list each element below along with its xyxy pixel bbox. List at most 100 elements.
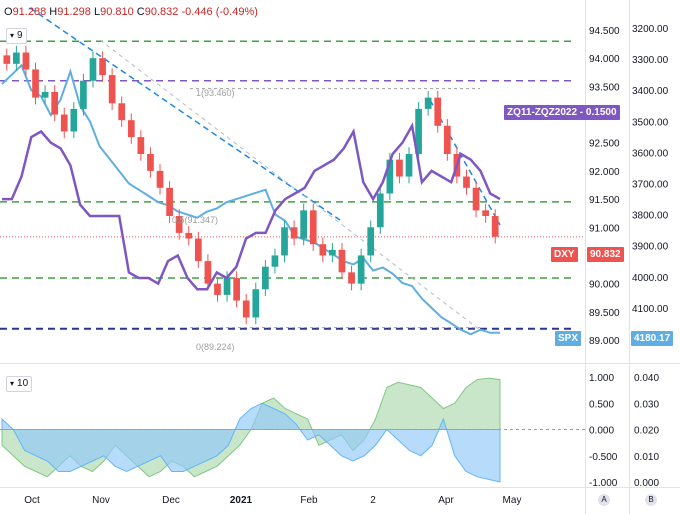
candle-body <box>242 300 250 318</box>
candle-body <box>482 210 489 216</box>
left-axis-tick: 93.500 <box>589 82 620 93</box>
lower-left-axis-tick: 1.000 <box>589 373 614 384</box>
left-axis-tick: 92.000 <box>589 167 620 178</box>
right-axis-tick: 4000.00 <box>632 273 669 284</box>
left-axis-tick: 91.500 <box>589 195 620 206</box>
candle-body <box>386 159 394 194</box>
chevron-down-icon: ▾ <box>10 31 15 40</box>
candle-body <box>147 154 154 171</box>
ohlc-legend: O91.288 H91.298 L90.810 C90.832 -0.446 (… <box>4 6 258 18</box>
right-axis-tick: 3500.00 <box>632 117 669 128</box>
candle-body <box>22 52 30 70</box>
open-label: O <box>4 6 13 18</box>
chevron-down-icon: ▾ <box>10 379 15 388</box>
left-axis-tick: 94.500 <box>589 26 620 37</box>
candle-body <box>41 92 49 98</box>
candle-body <box>223 278 231 295</box>
lower-right-axis[interactable]: 0.040 0.030 0.020 0.010 0.000 <box>634 373 659 489</box>
candle-body <box>108 75 116 104</box>
lower-left-axis[interactable]: 1.000 0.500 0.000 -0.500 -1.000 <box>589 373 618 489</box>
candle-body <box>137 137 145 154</box>
candle-body <box>194 238 202 262</box>
spx-tag-label: SPX <box>558 333 579 344</box>
trendlines[interactable] <box>29 7 501 331</box>
candle-body <box>204 261 212 284</box>
left-axis-tick: 89.500 <box>589 308 620 319</box>
candle-body <box>118 103 126 121</box>
scale-b-button[interactable]: B <box>645 494 657 506</box>
time-axis-label: Feb <box>300 495 318 506</box>
time-axis-label: Dec <box>162 495 180 506</box>
candle-body <box>300 210 308 239</box>
candle-body <box>443 125 451 154</box>
right-axis-tick: 3900.00 <box>632 242 669 253</box>
spread-tag-label: ZQ11-ZQZ2022 <box>507 107 578 118</box>
right-axis-tick: 4100.00 <box>632 304 669 315</box>
fib-label-top: 1(93.460) <box>196 88 235 98</box>
low-value: 90.810 <box>100 6 134 18</box>
close-label: C <box>136 6 145 18</box>
candle-body <box>166 187 173 216</box>
candle-body <box>424 97 432 109</box>
candle-body <box>396 159 403 177</box>
right-axis-tick: 3200.00 <box>632 24 669 35</box>
lower-right-axis-tick: 0.010 <box>634 452 659 463</box>
left-axis-tick: 92.500 <box>589 139 620 150</box>
left-axis-tick: 94.000 <box>589 54 620 65</box>
spx-series-line <box>1 63 500 336</box>
left-axis-tick: 90.000 <box>589 280 620 291</box>
candle-body <box>60 114 68 132</box>
time-axis-label: Oct <box>24 495 40 506</box>
candle-body <box>127 120 135 138</box>
change-value: -0.446 (-0.49%) <box>181 6 258 18</box>
right-axis-tick: 3300.00 <box>632 55 669 66</box>
lower-right-axis-tick: 0.000 <box>634 478 659 489</box>
right-price-axis[interactable]: 3200.00 3300.00 3400.00 3500.00 3600.00 3700.… <box>632 24 669 346</box>
lower-right-axis-tick: 0.030 <box>634 399 659 410</box>
candle-body <box>175 216 183 233</box>
right-axis-tick: 3700.00 <box>632 180 669 191</box>
lower-left-axis-tick: -1.000 <box>589 478 618 489</box>
lower-left-axis-tick: 0.500 <box>589 399 614 410</box>
time-axis-label: Nov <box>92 495 110 506</box>
candle-body <box>472 187 480 211</box>
spread-tag-value: 0.1500 <box>585 107 617 118</box>
trendline-right <box>429 99 501 226</box>
dxy-last-price: 90.832 <box>587 247 624 262</box>
spx-tag-value: 4180.17 <box>634 333 671 344</box>
fib-label-bottom: 0(89.224) <box>196 342 235 352</box>
candle-body <box>271 255 279 267</box>
dxy-tag-label: DXY <box>554 249 575 260</box>
right-axis-tick: 3600.00 <box>632 148 669 159</box>
dxy-price-tag[interactable]: DXY <box>551 247 578 262</box>
lower-right-axis-tick: 0.040 <box>634 373 659 384</box>
candle-body <box>156 170 164 188</box>
spread-price-tag[interactable]: ZQ11-ZQZ2022 - 0.1500 <box>504 105 620 120</box>
candle-body <box>434 97 442 126</box>
candle-body <box>309 210 317 245</box>
left-axis-tick: 91.000 <box>589 223 620 234</box>
auto-scale-button[interactable]: A <box>598 494 610 506</box>
candle-body <box>252 289 260 318</box>
lower-indicators-toggle-button[interactable]: ▾ 10 <box>6 376 33 392</box>
candle-body <box>80 80 87 109</box>
candle-body <box>290 227 298 239</box>
time-axis[interactable]: Oct Nov Dec 2021 Feb 2 Apr May <box>24 495 521 506</box>
correlation-pane <box>0 377 585 483</box>
correlation-area-blue <box>1 402 501 483</box>
horizontal-levels[interactable] <box>0 40 585 330</box>
indicators-toggle-button[interactable]: ▾ 9 <box>6 28 27 44</box>
lower-indicators-count: 10 <box>17 378 29 389</box>
spx-price-tag[interactable]: SPX <box>555 331 582 346</box>
candle-body <box>233 278 240 301</box>
candle-body <box>89 58 97 81</box>
indicators-count: 9 <box>17 30 23 41</box>
left-price-axis[interactable]: 94.50094.00093.50093.00092.50092.00091.5… <box>589 26 620 347</box>
time-axis-label: May <box>503 495 522 506</box>
candle-body <box>348 272 355 284</box>
dxy-candles <box>3 45 499 325</box>
candle-body <box>357 255 365 284</box>
spread-series-line <box>2 122 501 291</box>
candle-body <box>3 55 11 64</box>
